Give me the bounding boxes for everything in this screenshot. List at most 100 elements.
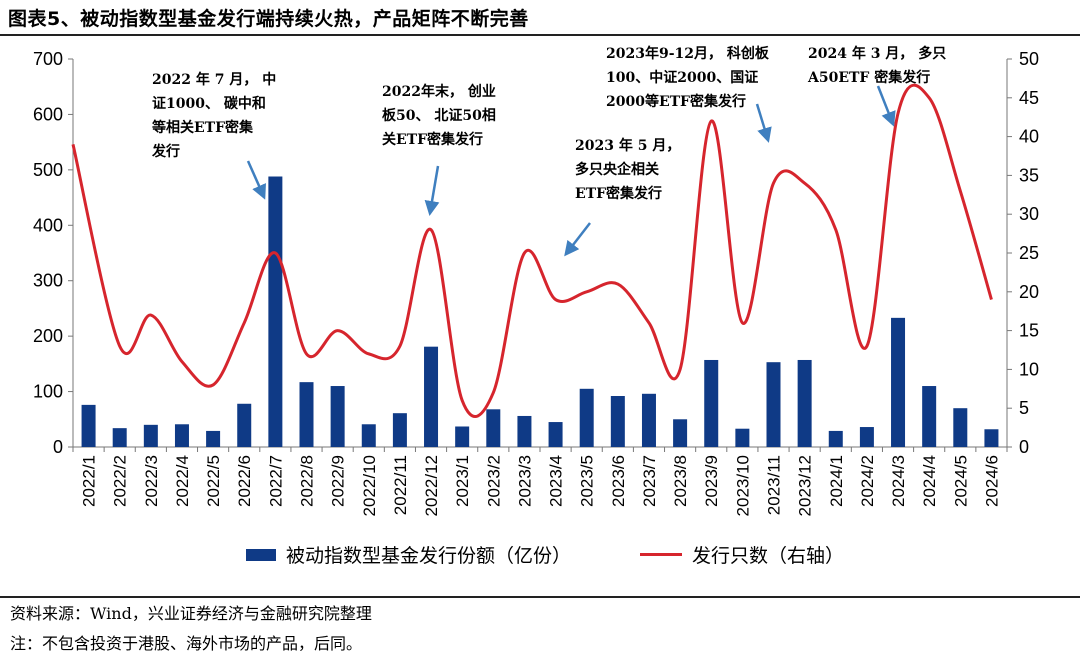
combo-chart: 0 100 200 300 400 500 600 700 0 5 10 15 20 25 30 35 40 45… <box>33 49 1039 516</box>
left-tick-label: 0 <box>53 437 63 457</box>
x-tick-label: 2023/5 <box>578 455 597 507</box>
bar-2023/6 <box>610 396 625 447</box>
left-tick-label: 400 <box>33 215 63 235</box>
bar-2022/8 <box>299 382 314 447</box>
x-tick-label: 2024/2 <box>858 455 877 507</box>
legend-line-swatch <box>640 553 682 556</box>
right-tick-label: 20 <box>1019 282 1039 302</box>
annotation-2023-5: 2023 年 5 月， 多只央企相关 ETF密集发行 <box>575 138 681 202</box>
x-tick-label: 2023/7 <box>640 455 659 507</box>
bar-2024/3 <box>891 317 906 447</box>
x-tick-label: 2024/4 <box>920 455 939 507</box>
x-tick-label: 2023/2 <box>484 455 503 507</box>
right-tick-label: 15 <box>1019 321 1039 341</box>
left-tick-label: 200 <box>33 326 63 346</box>
x-tick-label: 2022/6 <box>235 455 254 507</box>
bar-2024/5 <box>953 408 968 447</box>
right-tick-label: 5 <box>1019 398 1029 418</box>
right-tick-label: 40 <box>1019 127 1039 147</box>
bar-2022/10 <box>361 424 376 447</box>
x-tick-label: 2024/6 <box>982 455 1001 507</box>
left-tick-label: 600 <box>33 104 63 124</box>
left-tick-label: 100 <box>33 382 63 402</box>
bar-2024/6 <box>984 429 999 447</box>
bar-2023/1 <box>455 426 470 447</box>
x-tick-label: 2022/3 <box>142 455 161 507</box>
annotation-2022-12: 2022年末， 创业 板50、 北证50相 关ETF密集发行 <box>382 84 496 148</box>
x-tick-label: 2023/11 <box>765 455 784 515</box>
x-tick-label: 2024/5 <box>951 455 970 507</box>
annotation-arrow <box>246 160 266 200</box>
right-tick-label: 35 <box>1019 165 1039 185</box>
annotation-2022-7: 2022 年 7 月， 中 证1000、 碳中和 等相关ETF密集 发行 <box>152 72 277 160</box>
x-tick-label: 2023/1 <box>453 455 472 507</box>
x-tick-label: 2022/5 <box>204 455 223 507</box>
bar-2022/6 <box>237 403 252 447</box>
annotation-arrow <box>424 165 440 216</box>
right-tick-label: 25 <box>1019 243 1039 263</box>
bar-2023/11 <box>766 362 781 447</box>
bar-2023/9 <box>704 359 719 447</box>
right-tick-label: 10 <box>1019 359 1039 379</box>
bar-2022/4 <box>174 424 189 447</box>
bar-2023/8 <box>673 419 688 447</box>
left-tick-label: 500 <box>33 160 63 180</box>
bar-2023/3 <box>517 415 532 447</box>
right-tick-label: 50 <box>1019 49 1039 69</box>
x-tick-label: 2022/9 <box>329 455 348 507</box>
legend-line: 发行只数（右轴） <box>640 541 844 568</box>
x-tick-label: 2022/8 <box>298 455 317 507</box>
x-tick-label: 2023/6 <box>609 455 628 507</box>
legend-bar-swatch <box>246 548 276 561</box>
bar-2022/2 <box>112 428 127 447</box>
x-tick-label: 2022/1 <box>80 455 99 507</box>
annotation-2023-9-12: 2023年9-12月， 科创板 100、中证2000、国证 2000等ETF密集… <box>606 46 769 110</box>
bar-2022/1 <box>81 404 96 447</box>
top-rule <box>0 34 1080 36</box>
x-tick-label: 2023/9 <box>702 455 721 507</box>
legend-bar: 被动指数型基金发行份额（亿份） <box>246 541 571 568</box>
footnote: 注：不包含投资于港股、海外市场的产品，后同。 <box>10 634 363 653</box>
x-tick-label: 2022/7 <box>266 455 285 507</box>
legend-line-label: 发行只数（右轴） <box>692 545 845 567</box>
x-tick-label: 2024/3 <box>889 455 908 507</box>
right-tick-label: 0 <box>1019 437 1029 457</box>
bar-2022/11 <box>392 413 407 447</box>
bar-2022/9 <box>330 386 345 447</box>
source-note: 资料来源：Wind，兴业证券经济与金融研究院整理 <box>10 604 372 623</box>
right-tick-label: 45 <box>1019 88 1039 108</box>
bar-2024/4 <box>922 386 937 447</box>
chart-title: 图表5、被动指数型基金发行端持续火热，产品矩阵不断完善 <box>8 8 529 30</box>
bar-2023/2 <box>486 409 501 447</box>
bar-2023/5 <box>579 388 594 447</box>
x-tick-label: 2022/11 <box>391 455 410 515</box>
bar-2023/7 <box>641 393 656 447</box>
bar-2022/5 <box>206 430 221 447</box>
bar-2022/12 <box>424 346 439 447</box>
legend-bar-label: 被动指数型基金发行份额（亿份） <box>286 545 572 567</box>
x-tick-label: 2024/1 <box>827 455 846 507</box>
x-tick-label: 2023/10 <box>733 455 752 516</box>
x-tick-label: 2023/3 <box>515 455 534 507</box>
x-tick-label: 2022/10 <box>360 455 379 516</box>
annotation-arrow <box>876 85 896 127</box>
bar-2024/2 <box>859 427 874 447</box>
bar-2022/7 <box>268 176 283 447</box>
x-tick-label: 2023/8 <box>671 455 690 507</box>
bar-2023/10 <box>735 428 750 447</box>
right-tick-label: 30 <box>1019 204 1039 224</box>
left-tick-label: 700 <box>33 49 63 69</box>
annotation-arrow <box>755 103 772 143</box>
x-tick-label: 2023/12 <box>796 455 815 516</box>
x-tick-label: 2023/4 <box>547 455 566 507</box>
bar-2024/1 <box>828 430 843 447</box>
x-tick-label: 2022/2 <box>111 455 130 507</box>
bar-2023/4 <box>548 422 563 447</box>
bar-2023/12 <box>797 359 812 447</box>
x-tick-label: 2022/12 <box>422 455 441 516</box>
bar-2022/3 <box>143 424 158 447</box>
x-tick-label: 2022/4 <box>173 455 192 507</box>
annotation-arrow <box>564 222 591 257</box>
left-tick-label: 300 <box>33 271 63 291</box>
annotation-2024-3: 2024 年 3 月， 多只 A50ETF 密集发行 <box>808 46 947 86</box>
